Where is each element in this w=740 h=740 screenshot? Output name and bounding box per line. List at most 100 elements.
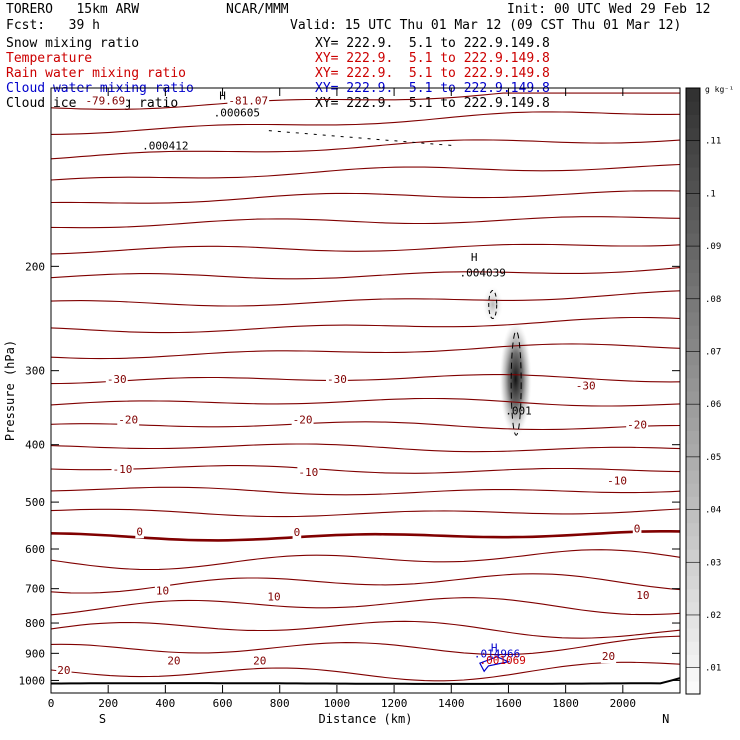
org-label: NCAR/MMM: [226, 2, 289, 17]
label-background: [600, 650, 617, 664]
isotherm: [50, 620, 681, 639]
isotherm: [50, 374, 681, 385]
temperature-label: -30: [576, 380, 596, 393]
colorbar-swatch: [686, 180, 700, 194]
isotherm: [50, 635, 681, 656]
label-background: [227, 94, 270, 108]
colorbar-swatch: [686, 272, 700, 287]
temperature-label: -10: [113, 463, 133, 476]
isotherm: [50, 92, 680, 110]
colorbar-frame: [685, 87, 701, 695]
cloud-ice-contour: [510, 330, 522, 436]
field-annotation: .000412: [142, 139, 188, 152]
temperature-label: -20: [118, 414, 138, 427]
isotherm: [50, 290, 681, 307]
label-background: [166, 654, 182, 668]
colorbar-swatch: [686, 114, 700, 129]
colorbar-swatch: [686, 285, 700, 300]
colorbar-swatch: [686, 614, 700, 629]
isotherm: [50, 465, 681, 474]
cloud-ice-shading: [499, 321, 532, 438]
south-label: S: [99, 712, 106, 726]
colorbar-swatch: [686, 549, 700, 563]
colorbar-swatch: [686, 127, 700, 142]
field-annotation: .004039: [460, 267, 506, 280]
colorbar-swatch: [686, 654, 700, 669]
colorbar-tick-label: .01: [705, 664, 721, 674]
colorbar-swatch: [686, 351, 700, 366]
field-annotation: H: [471, 251, 478, 264]
label-background: [135, 525, 144, 539]
label-background: [292, 526, 302, 540]
colorbar-swatch: [686, 443, 700, 458]
x-tick-label: 800: [270, 697, 290, 710]
temperature-label: 20: [602, 650, 615, 663]
colorbar-swatch: [686, 206, 700, 221]
colorbar-swatch: [686, 456, 700, 471]
label-background: [606, 474, 629, 488]
label-background: [154, 584, 171, 598]
label-background: [266, 590, 282, 604]
axes: 0 200 400 600 800 1000 1200 1400 1600 1800 2000Dis…: [3, 87, 681, 726]
cloud-ice-shading-small: [482, 286, 503, 323]
x-tick-label: 200: [98, 697, 118, 710]
y-tick-label: 200: [25, 260, 45, 273]
colorbar-tick-label: .05: [705, 453, 721, 463]
temperature-label: 20: [253, 654, 266, 667]
colorbar-swatch: [686, 193, 700, 208]
colorbar-swatch: [686, 246, 700, 260]
colorbar-swatch: [686, 140, 700, 155]
field-xy-snow: XY= 222.9. 5.1 to 222.9.149.8: [315, 36, 550, 51]
field-annotation: .001: [505, 404, 532, 417]
y-tick-label: 700: [25, 583, 45, 596]
label-background: [297, 466, 320, 480]
colorbar-swatch: [686, 588, 700, 603]
plot-frame: [50, 87, 681, 694]
x-tick-label: 600: [213, 697, 233, 710]
isotherm: [50, 243, 681, 255]
cloud-ice-contour-small: [488, 290, 498, 320]
colorbar-swatch: [686, 325, 700, 339]
colorbar-swatch: [686, 404, 700, 418]
temperature-label: -81.07: [228, 95, 268, 108]
temperature-contours: [50, 92, 681, 685]
label-background: [574, 379, 597, 393]
colorbar-tick-label: .08: [705, 295, 721, 305]
x-tick-label: 1600: [495, 697, 522, 710]
isotherm: [50, 597, 681, 616]
label-background: [84, 94, 127, 108]
field-annotation: H: [219, 90, 226, 103]
field-annotation: H: [491, 642, 498, 655]
label-background: [56, 663, 72, 677]
isotherm: [50, 139, 681, 160]
colorbar-swatch: [686, 509, 700, 524]
temperature-label: -20: [627, 419, 647, 432]
colorbar-swatch: [686, 364, 700, 379]
init-time: Init: 00 UTC Wed 29 Feb 12: [507, 2, 711, 17]
label-background: [105, 373, 128, 387]
temperature-label: -30: [107, 373, 127, 386]
colorbar-tick-label: .07: [705, 347, 721, 357]
y-tick-label: 600: [25, 543, 45, 556]
temperature-label: 20: [57, 664, 70, 677]
field-name-snow: Snow mixing ratio: [6, 36, 140, 51]
isotherm: [50, 443, 681, 453]
colorbar-swatch: [686, 298, 700, 313]
colorbar-swatch: [686, 417, 700, 432]
isotherm: [50, 111, 681, 135]
colorbar-swatch: [686, 496, 700, 511]
colorbar-tick-label: .06: [705, 400, 721, 410]
isotherm: [50, 661, 681, 682]
isotherm: [50, 486, 681, 496]
label-background: [111, 463, 134, 477]
colorbar-swatch: [686, 641, 700, 655]
x-tick-label: 1800: [552, 697, 579, 710]
y-tick-label: 1000: [19, 674, 46, 687]
label-background: [325, 373, 348, 387]
colorbar-swatch: [686, 232, 700, 247]
field-xy-temperature: XY= 222.9. 5.1 to 222.9.149.8: [315, 51, 550, 66]
colorbar-swatch: [686, 562, 700, 576]
temperature-label: -30: [327, 373, 347, 386]
label-background: [635, 588, 651, 602]
x-tick-label: 1400: [438, 697, 465, 710]
